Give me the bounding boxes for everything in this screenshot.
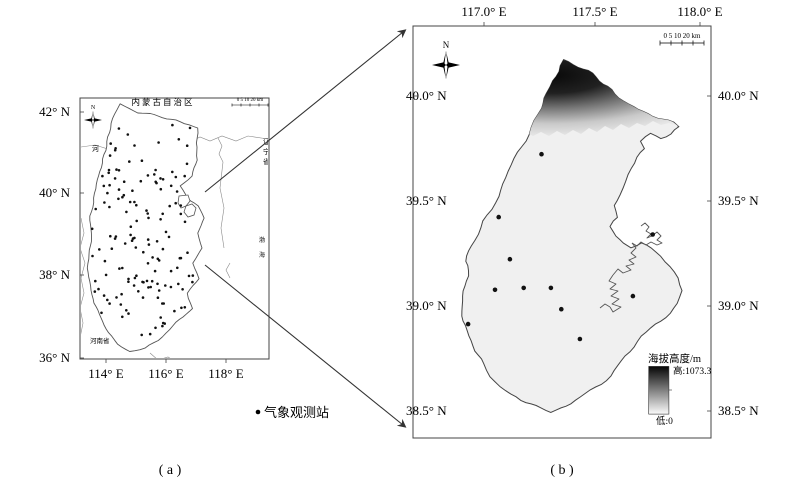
svg-text:118° E: 118° E [208,366,243,381]
svg-text:N: N [443,40,450,50]
svg-text:117.5° E: 117.5° E [572,4,617,19]
svg-text:39.5° N: 39.5° N [718,193,759,208]
svg-text:渤: 渤 [259,236,265,244]
svg-text:( a ): ( a ) [159,463,182,478]
svg-text:114° E: 114° E [88,366,123,381]
svg-text:( b ): ( b ) [550,463,574,478]
svg-text:39.0° N: 39.0° N [718,298,759,313]
svg-text:40.0° N: 40.0° N [406,88,447,103]
svg-text:38.5° N: 38.5° N [406,403,447,418]
svg-text:河: 河 [92,145,99,153]
svg-text:116° E: 116° E [148,366,183,381]
svg-text:39.5° N: 39.5° N [406,193,447,208]
svg-text:内蒙古自治区: 内蒙古自治区 [131,97,194,107]
svg-text:0 5 10 20 km: 0 5 10 20 km [237,98,264,103]
svg-text:低:0: 低:0 [656,415,673,427]
svg-text:40° N: 40° N [39,185,70,200]
svg-text:海拔高度/m: 海拔高度/m [648,352,701,365]
svg-text:高:1073.3: 高:1073.3 [673,365,712,377]
svg-text:118.0° E: 118.0° E [677,4,722,19]
svg-text:36° N: 36° N [39,350,70,365]
svg-text:N: N [91,105,96,111]
svg-text:39.0° N: 39.0° N [406,298,447,313]
svg-text:河南省: 河南省 [90,336,110,345]
svg-text:42° N: 42° N [39,104,70,119]
svg-text:0 5 10 20 km: 0 5 10 20 km [664,32,702,40]
svg-text:117.0° E: 117.0° E [461,4,506,19]
svg-text:38.5° N: 38.5° N [718,403,759,418]
svg-text:气象观测站: 气象观测站 [264,405,329,420]
svg-text:海: 海 [259,251,265,259]
svg-text:38° N: 38° N [39,267,70,282]
svg-text:40.0° N: 40.0° N [718,88,759,103]
